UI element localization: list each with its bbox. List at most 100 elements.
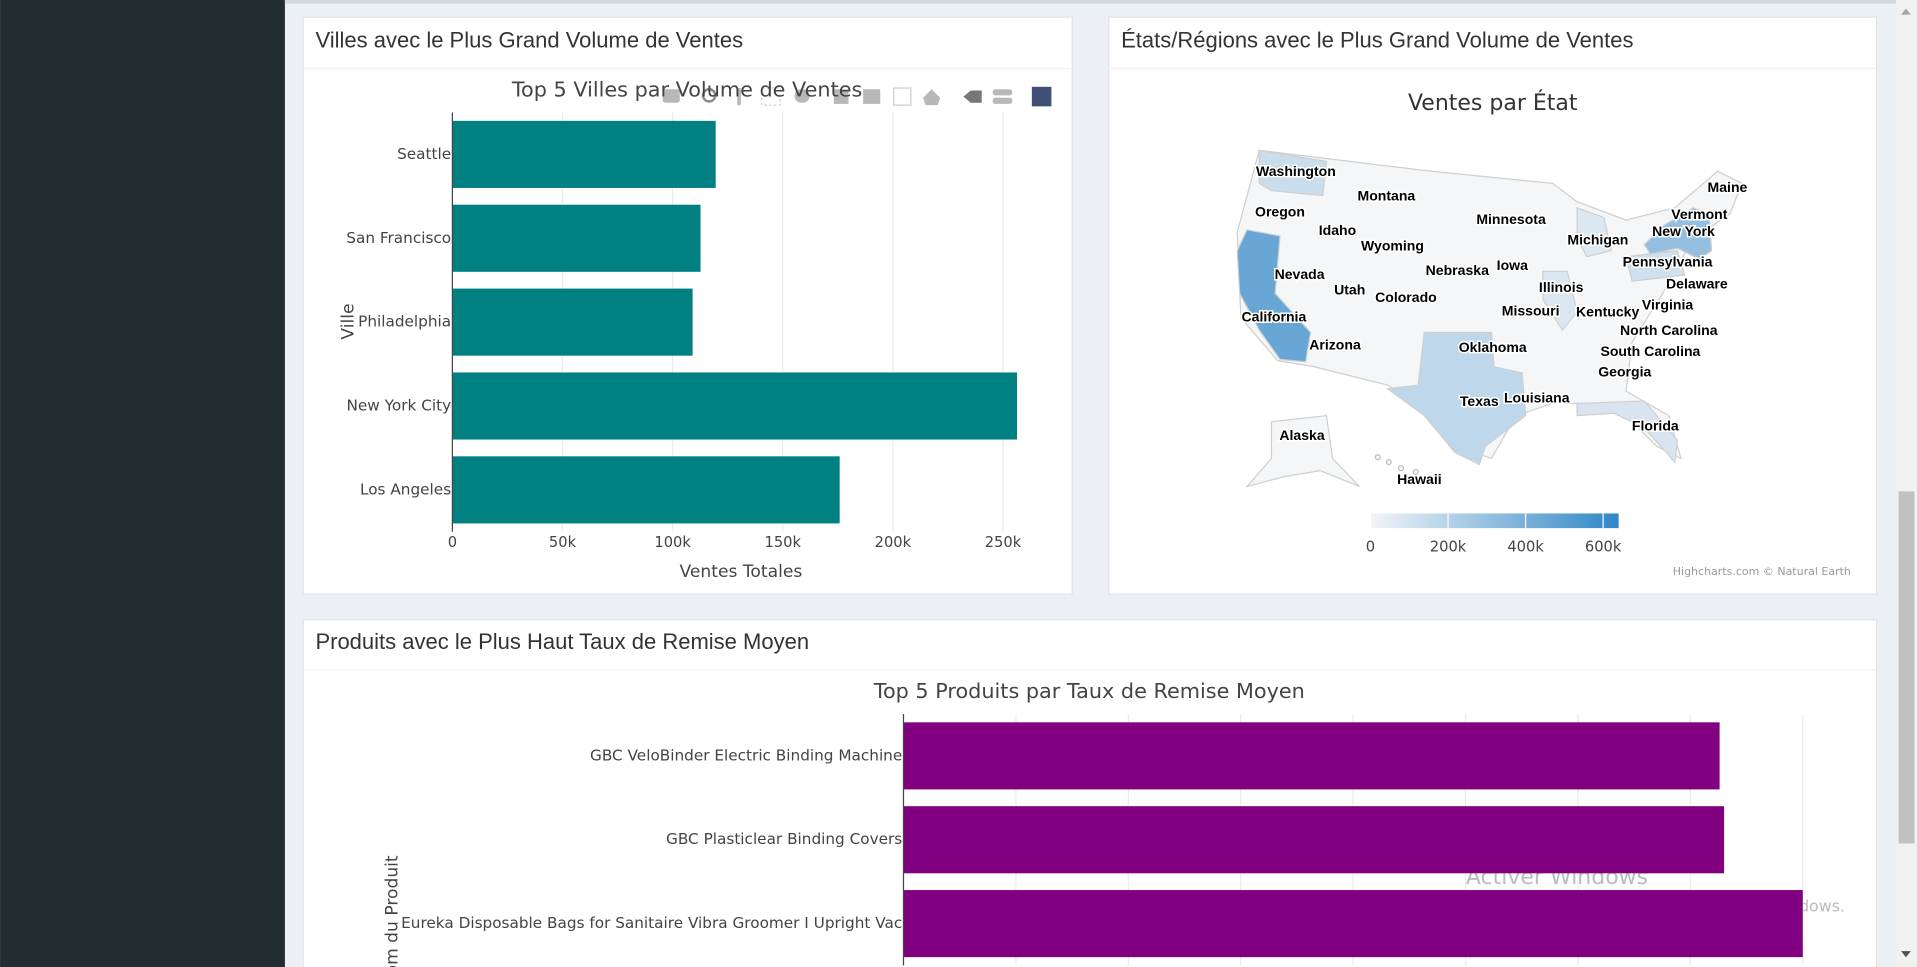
- sidebar: [0, 0, 285, 967]
- state-label: Oregon: [1255, 203, 1305, 219]
- state-label: Iowa: [1497, 257, 1528, 273]
- x-tick-label: 50k: [549, 534, 577, 551]
- map-outline: [1374, 454, 1381, 461]
- state-label: North Carolina: [1620, 322, 1718, 338]
- panel-title: Produits avec le Plus Haut Taux de Remis…: [315, 629, 809, 654]
- y-axis-title: Nom du Produit: [382, 855, 402, 967]
- modebar-button[interactable]: [737, 88, 741, 106]
- state-label: Nevada: [1275, 266, 1325, 282]
- bar: [452, 288, 693, 356]
- color-bar: [1370, 513, 1619, 529]
- chart-title: Top 5 Produits par Taux de Remise Moyen: [873, 679, 1305, 703]
- y-tick-label: Eureka Disposable Bags for Sanitaire Vib…: [401, 914, 902, 932]
- scroll-down[interactable]: [1901, 951, 1911, 958]
- state-label: Colorado: [1375, 289, 1437, 305]
- state-label: South Carolina: [1600, 343, 1700, 359]
- x-tick-label: 100k: [654, 534, 691, 551]
- modebar-button[interactable]: [992, 97, 1013, 104]
- state-label: Oklahoma: [1459, 339, 1527, 355]
- color-tick-label: 400k: [1507, 539, 1544, 556]
- state-label: Washington: [1256, 163, 1336, 179]
- panel-title: Villes avec le Plus Grand Volume de Vent…: [315, 27, 743, 52]
- bar: [452, 456, 840, 524]
- state-label: Hawaii: [1397, 471, 1442, 487]
- state-label: Delaware: [1666, 276, 1728, 292]
- x-tick-label: 200k: [875, 534, 912, 551]
- bar: [452, 120, 716, 188]
- bar: [452, 372, 1018, 440]
- state-shape: [1576, 206, 1613, 258]
- credits: Highcharts.com © Natural Earth: [1673, 565, 1851, 578]
- modebar-button[interactable]: [992, 89, 1013, 96]
- panel-title: États/Régions avec le Plus Grand Volume …: [1121, 27, 1633, 52]
- map-outline: [1397, 465, 1405, 472]
- x-tick-label: 0: [448, 534, 457, 551]
- color-tick-label: 200k: [1430, 539, 1467, 556]
- state-label: Arizona: [1309, 337, 1361, 353]
- modebar-button[interactable]: [1031, 86, 1052, 107]
- state-label: Minnesota: [1476, 211, 1546, 227]
- state-label: Kentucky: [1576, 304, 1639, 320]
- state-label: Pennsylvania: [1623, 254, 1713, 270]
- color-tick-label: 0: [1366, 539, 1375, 556]
- state-label: Illinois: [1539, 279, 1584, 295]
- y-axis-title: Ville: [338, 303, 358, 339]
- map-outline: [1412, 468, 1419, 475]
- y-tick-label: San Francisco: [346, 229, 451, 247]
- bar: [452, 204, 701, 272]
- state-label: Vermont: [1671, 206, 1728, 222]
- y-tick-label: GBC VeloBinder Electric Binding Machine: [590, 746, 902, 764]
- state-shape: [1385, 331, 1527, 466]
- bar: [903, 806, 1725, 874]
- scrollbar-thumb[interactable]: [1898, 491, 1915, 844]
- scroll-up[interactable]: [1901, 8, 1911, 15]
- y-tick-label: Philadelphia: [358, 313, 451, 331]
- x-tick-label: 150k: [765, 534, 802, 551]
- modebar-button[interactable]: [833, 89, 849, 104]
- modebar: [662, 86, 1052, 107]
- bar: [903, 890, 1803, 958]
- modebar-button[interactable]: [761, 87, 781, 106]
- state-label: Maine: [1708, 179, 1748, 195]
- chart-title: Top 5 Villes par Volume de Ventes: [511, 77, 862, 101]
- state-label: Idaho: [1319, 222, 1357, 238]
- bar: [903, 722, 1720, 790]
- state-label: Georgia: [1598, 364, 1651, 380]
- modebar-button[interactable]: [662, 89, 680, 103]
- state-label: Michigan: [1567, 232, 1628, 248]
- color-tick-label: 600k: [1585, 539, 1622, 556]
- modebar-button[interactable]: [701, 88, 717, 103]
- state-label: Alaska: [1279, 427, 1324, 443]
- state-label: Texas: [1460, 393, 1499, 409]
- y-tick-label: GBC Plasticlear Binding Covers: [666, 830, 902, 848]
- map-title: Ventes par État: [1408, 90, 1578, 116]
- x-tick-label: 250k: [985, 534, 1022, 551]
- state-label: Utah: [1334, 282, 1365, 298]
- state-shape: [1542, 270, 1578, 332]
- modebar-button[interactable]: [923, 89, 941, 106]
- state-shape: [1576, 400, 1678, 464]
- state-label: New York: [1652, 223, 1715, 239]
- state-label: Missouri: [1502, 302, 1560, 318]
- state-shape: [1236, 229, 1312, 363]
- state-shape: [1258, 149, 1328, 197]
- state-label: California: [1242, 309, 1307, 325]
- map-outline: [1245, 414, 1360, 488]
- modebar-button[interactable]: [893, 87, 912, 106]
- state-label: Virginia: [1642, 296, 1693, 312]
- y-tick-label: Seattle: [397, 145, 451, 163]
- map-outline: [1385, 459, 1392, 466]
- modebar-button[interactable]: [963, 90, 982, 103]
- modebar-button[interactable]: [863, 89, 881, 104]
- y-tick-label: Los Angeles: [360, 480, 451, 498]
- state-label: Nebraska: [1426, 262, 1489, 278]
- state-label: Wyoming: [1361, 238, 1424, 254]
- state-label: Louisiana: [1504, 389, 1570, 405]
- top-strip: [284, 0, 1897, 4]
- state-label: Montana: [1358, 188, 1416, 204]
- y-tick-label: New York City: [346, 396, 451, 414]
- state-label: Florida: [1632, 417, 1679, 433]
- modebar-button[interactable]: [794, 89, 810, 103]
- state-shape: [1625, 249, 1686, 282]
